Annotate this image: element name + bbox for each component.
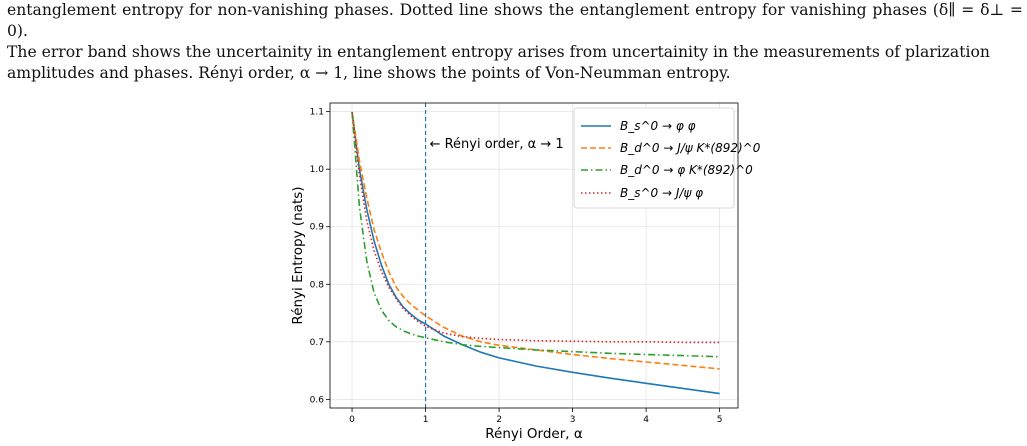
y-tick-label: 0.7 (310, 338, 324, 348)
plot-frame (329, 102, 739, 409)
legend-box (573, 107, 735, 209)
y-tick-label: 0.8 (310, 280, 325, 290)
y-tick-label: 1.1 (310, 108, 324, 118)
x-tick-label: 3 (570, 415, 576, 425)
y-tick-label: 0.9 (310, 223, 325, 233)
legend-label-2: B_d^0 → J/ψ K*(892)^0 (620, 141, 761, 155)
legend: B_s^0 → φ φ B_d^0 → J/ψ K*(892)^0 B_d^0 → … (573, 107, 761, 209)
y-tick-label: 1.0 (310, 165, 325, 175)
legend-label-3: B_d^0 → φ K*(892)^0 (620, 163, 753, 177)
x-axis-label: Rényi Order, α (485, 426, 583, 442)
legend-label-4: B_s^0 → J/ψ φ (620, 186, 703, 200)
series-line-2 (351, 112, 720, 370)
figure-caption: entanglement entropy for non-vanishing p… (7, 0, 1023, 84)
y-axis-label: Rényi Entropy (nats) (290, 186, 306, 324)
y-tick-label: 0.6 (310, 395, 325, 405)
x-tick-label: 4 (643, 415, 649, 425)
x-tick-label: 2 (496, 415, 502, 425)
x-tick-label: 0 (349, 415, 355, 425)
caption-line-2: The error band shows the uncertainity in… (7, 43, 990, 61)
x-tick-label: 1 (423, 415, 429, 425)
legend-label-1: B_s^0 → φ φ (620, 119, 696, 133)
caption-line-3: amplitudes and phases. Rényi order, α → … (7, 64, 731, 82)
series-line-3 (351, 112, 720, 358)
caption-line-1: entanglement entropy for non-vanishing p… (7, 1, 1023, 40)
tick-layer: 0 1 2 3 4 5 0.6 0.7 0.8 0.9 1.0 1.1 (310, 108, 723, 425)
x-tick-label: 5 (717, 415, 723, 425)
renyi-order-annotation: ← Rényi order, α → 1 (430, 137, 564, 152)
